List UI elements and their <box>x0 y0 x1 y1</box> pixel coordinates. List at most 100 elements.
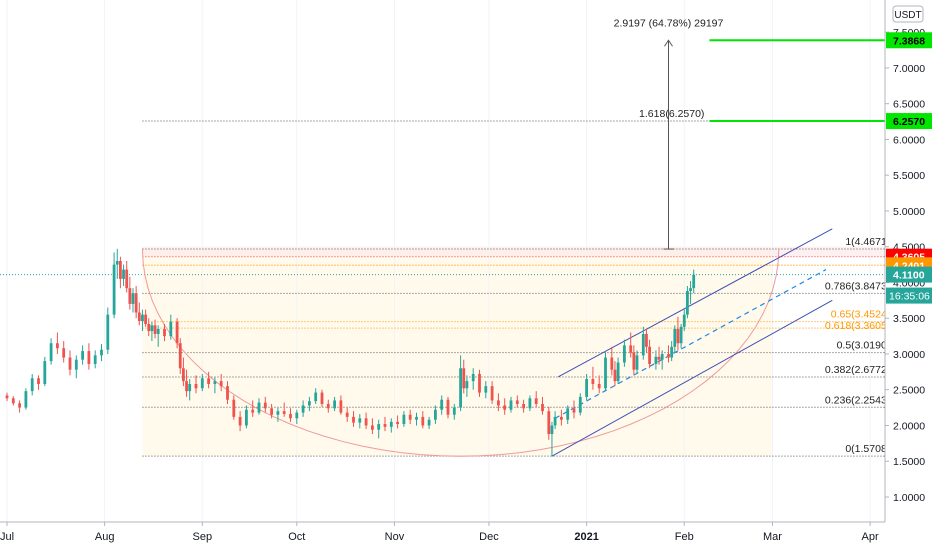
candle[interactable] <box>686 286 689 319</box>
candle[interactable] <box>676 316 680 351</box>
candle[interactable] <box>396 415 399 429</box>
candle[interactable] <box>232 395 236 420</box>
candle[interactable] <box>641 326 645 360</box>
candle[interactable] <box>657 346 661 365</box>
candle[interactable] <box>604 352 607 392</box>
candle[interactable] <box>597 375 601 394</box>
candle[interactable] <box>503 398 507 415</box>
candle[interactable] <box>682 309 686 332</box>
candle[interactable] <box>339 395 343 415</box>
candle[interactable] <box>692 269 696 294</box>
candle[interactable] <box>689 281 692 304</box>
candle[interactable] <box>534 391 538 408</box>
candle[interactable] <box>18 400 21 413</box>
currency-badge[interactable] <box>892 5 924 23</box>
candle[interactable] <box>616 357 620 384</box>
candle[interactable] <box>462 359 466 394</box>
candle[interactable] <box>679 323 683 349</box>
candle[interactable] <box>389 418 393 433</box>
candle[interactable] <box>141 309 144 332</box>
candle[interactable] <box>314 388 318 405</box>
candle[interactable] <box>547 406 551 440</box>
candle[interactable] <box>566 405 570 425</box>
candle[interactable] <box>364 412 368 430</box>
candle[interactable] <box>207 371 210 389</box>
candle[interactable] <box>178 338 182 374</box>
candle[interactable] <box>550 421 554 457</box>
candle[interactable] <box>122 264 125 287</box>
candle[interactable] <box>660 350 664 370</box>
candle[interactable] <box>263 396 267 413</box>
candle[interactable] <box>56 332 59 354</box>
candle[interactable] <box>185 369 188 397</box>
candle[interactable] <box>219 373 223 392</box>
candle[interactable] <box>257 398 261 415</box>
candle[interactable] <box>112 252 116 319</box>
candle[interactable] <box>137 302 141 326</box>
candle[interactable] <box>670 341 674 362</box>
candle[interactable] <box>490 381 494 405</box>
candle[interactable] <box>150 321 154 342</box>
candle[interactable] <box>635 350 639 374</box>
candle[interactable] <box>213 376 217 394</box>
candle[interactable] <box>629 332 633 358</box>
candle[interactable] <box>578 393 582 416</box>
candle[interactable] <box>100 343 103 362</box>
candle[interactable] <box>352 411 355 427</box>
candle[interactable] <box>440 395 444 415</box>
candle[interactable] <box>345 406 349 422</box>
candle[interactable] <box>623 339 626 367</box>
candle[interactable] <box>188 378 192 401</box>
candle[interactable] <box>308 396 311 412</box>
candle[interactable] <box>673 325 677 353</box>
candle[interactable] <box>427 416 431 430</box>
candle[interactable] <box>43 356 47 387</box>
candle[interactable] <box>301 400 305 417</box>
candle[interactable] <box>522 399 525 413</box>
candle[interactable] <box>282 402 286 417</box>
candle[interactable] <box>528 395 532 412</box>
candle[interactable] <box>68 350 72 376</box>
candle[interactable] <box>295 409 299 425</box>
candle[interactable] <box>632 345 636 376</box>
candle[interactable] <box>106 307 110 354</box>
candle[interactable] <box>147 318 151 337</box>
candle[interactable] <box>5 392 9 402</box>
candle[interactable] <box>81 345 84 365</box>
candle[interactable] <box>515 395 519 408</box>
candle[interactable] <box>115 248 119 279</box>
candle[interactable] <box>591 366 595 390</box>
candle[interactable] <box>251 400 255 417</box>
candle[interactable] <box>128 276 132 310</box>
candle[interactable] <box>175 318 179 349</box>
candle[interactable] <box>11 396 15 406</box>
candle[interactable] <box>153 319 157 339</box>
candle[interactable] <box>74 355 78 379</box>
candle[interactable] <box>415 412 418 426</box>
candle[interactable] <box>226 381 229 405</box>
candle[interactable] <box>560 409 563 426</box>
candle[interactable] <box>446 396 450 419</box>
candle[interactable] <box>553 411 557 430</box>
candle[interactable] <box>358 414 362 429</box>
candle[interactable] <box>270 404 273 419</box>
candle[interactable] <box>509 396 513 413</box>
candle[interactable] <box>125 261 129 293</box>
candle[interactable] <box>421 411 425 429</box>
candle[interactable] <box>326 399 330 413</box>
candle[interactable] <box>93 350 97 369</box>
candle[interactable] <box>465 375 469 397</box>
candle[interactable] <box>276 406 280 422</box>
candle[interactable] <box>182 357 185 387</box>
candle[interactable] <box>169 314 173 340</box>
candle[interactable] <box>134 286 138 319</box>
candle[interactable] <box>377 419 381 439</box>
candle[interactable] <box>648 339 651 369</box>
candle[interactable] <box>497 393 500 412</box>
candle[interactable] <box>24 388 28 410</box>
candle[interactable] <box>238 411 242 432</box>
candle[interactable] <box>131 288 135 313</box>
candle[interactable] <box>245 405 248 429</box>
candle[interactable] <box>572 400 576 419</box>
